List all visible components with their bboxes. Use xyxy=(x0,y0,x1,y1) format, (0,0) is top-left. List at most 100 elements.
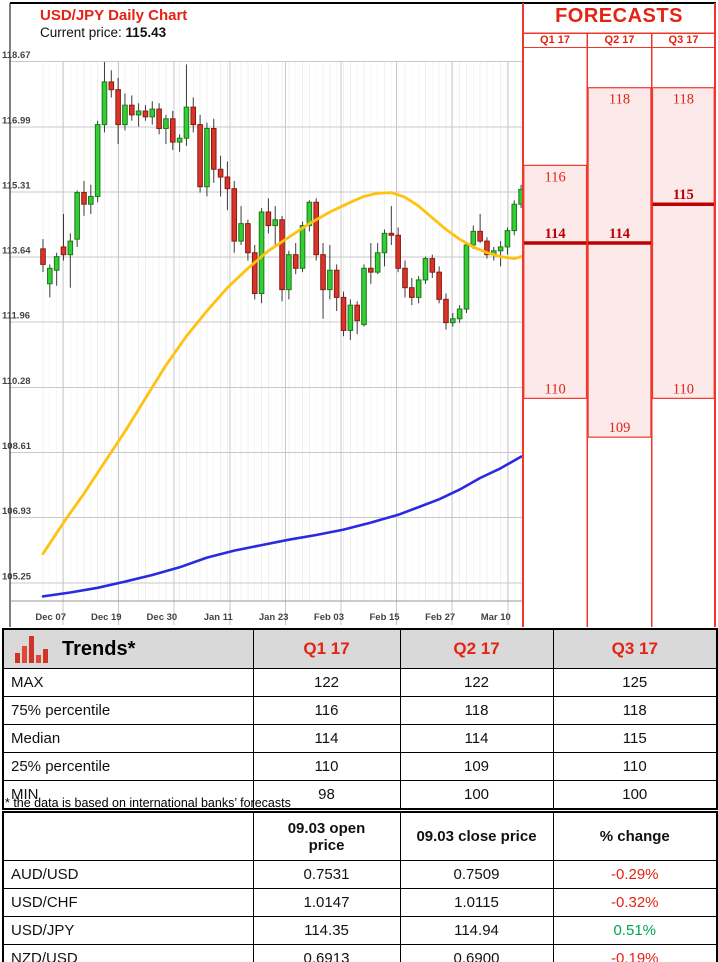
pair-row-audusd: AUD/USD 0.7531 0.7509 -0.29% xyxy=(2,860,718,889)
candle-up xyxy=(374,252,381,273)
candle-down xyxy=(217,168,224,178)
y-tick-label: 118.67 xyxy=(2,50,31,61)
y-tick-label: 110.28 xyxy=(2,376,31,387)
candle-up xyxy=(101,81,108,126)
y-tick-label: 105.25 xyxy=(2,571,32,582)
forecast-q75-label: 118 xyxy=(609,92,630,108)
x-tick-label: Jan 11 xyxy=(204,612,234,623)
candle-down xyxy=(251,252,258,295)
x-tick-label: Feb 27 xyxy=(425,612,455,623)
trends-header-row: Trends* Q1 17 Q2 17 Q3 17 xyxy=(2,628,718,669)
panel-lines xyxy=(522,3,716,627)
row-label: 25% percentile xyxy=(2,752,254,781)
candle-down xyxy=(245,223,251,254)
trends-row-median: Median 114 114 115 xyxy=(2,724,718,753)
cell-value: 110 xyxy=(252,752,401,781)
candle-up xyxy=(511,203,518,232)
candle-down xyxy=(340,296,347,331)
forecast-median-label: 115 xyxy=(673,187,694,203)
cell-value: 115 xyxy=(552,724,718,753)
candle-down xyxy=(484,240,490,256)
candle-up xyxy=(497,246,504,252)
candle-down xyxy=(368,267,374,273)
candle-up xyxy=(361,267,367,326)
forecasts-panel-title: FORECASTS xyxy=(555,5,683,27)
candle-up xyxy=(306,201,313,227)
current-price-value: 115.43 xyxy=(125,25,167,40)
candle-down xyxy=(388,232,395,236)
candle-down xyxy=(333,269,340,298)
forecast-header-q3: Q3 17 xyxy=(668,34,699,46)
x-tick-label: Mar 10 xyxy=(481,612,511,623)
trends-title: Trends* xyxy=(62,637,136,660)
forecast-q25-label: 109 xyxy=(609,420,631,436)
pair-label: AUD/USD xyxy=(2,860,254,889)
trends-row-max: MAX 122 122 125 xyxy=(2,668,718,697)
cell-value: 114 xyxy=(252,724,401,753)
candle-up xyxy=(122,104,128,126)
current-price: Current price: 115.43 xyxy=(40,25,166,40)
pair-label: NZD/USD xyxy=(2,944,254,962)
close-price: 0.7509 xyxy=(399,860,554,889)
candle-down xyxy=(128,104,135,116)
y-tick-label: 111.96 xyxy=(2,311,30,322)
row-label: MIN xyxy=(2,780,254,810)
candle-up xyxy=(47,267,53,285)
pairs-col-open: 09.03 open price xyxy=(252,811,401,861)
candle-up xyxy=(67,240,74,256)
pair-label: USD/JPY xyxy=(2,916,254,945)
candle-up xyxy=(135,110,142,116)
trends-row-min: MIN 98 100 100 xyxy=(2,780,718,810)
x-tick-label: Dec 30 xyxy=(147,612,178,623)
candle-down xyxy=(354,304,360,322)
x-axis-labels: Dec 07 Dec 19 Dec 30 Jan 11 Jan 23 Feb 03 Feb … xyxy=(35,612,510,623)
pairs-col-change: % change xyxy=(552,811,718,861)
close-price: 114.94 xyxy=(399,916,554,945)
candle-down xyxy=(108,81,115,91)
candle-up xyxy=(238,223,244,242)
y-tick-label: 108.61 xyxy=(2,441,32,452)
candle-down xyxy=(60,246,67,256)
pairs-header-row: 09.03 open price 09.03 close price % cha… xyxy=(2,811,718,861)
candle-up xyxy=(286,254,292,291)
candle-up xyxy=(88,195,94,205)
trends-col-q2: Q2 17 xyxy=(399,628,554,669)
pair-row-usdchf: USD/CHF 1.0147 1.0115 -0.32% xyxy=(2,888,718,917)
chart-frame xyxy=(9,2,716,627)
bar-chart-icon xyxy=(15,635,48,663)
candle-down xyxy=(402,267,408,289)
forecast-box-2 xyxy=(587,87,652,438)
x-tick-label: Dec 19 xyxy=(91,612,122,623)
candle-up xyxy=(463,244,470,310)
x-tick-label: Feb 15 xyxy=(369,612,400,623)
candle-down xyxy=(81,192,87,205)
candle-down xyxy=(313,201,319,256)
trends-table: Trends* Q1 17 Q2 17 Q3 17 MAX 122 122 12… xyxy=(2,628,718,810)
y-axis-labels: 118.67 116.99 115.31 113.64 111.96 110.28 108.… xyxy=(2,50,32,582)
trends-col-q1: Q1 17 xyxy=(252,628,401,669)
candle-down xyxy=(115,89,121,126)
candle-down xyxy=(429,258,436,273)
cell-value: 98 xyxy=(252,780,401,810)
candle-up xyxy=(504,230,511,248)
pct-change: 0.51% xyxy=(552,916,718,945)
forecast-q25-label: 110 xyxy=(673,381,694,397)
candle-up xyxy=(347,304,354,331)
cell-value: 125 xyxy=(552,668,718,697)
pct-change: -0.32% xyxy=(552,888,718,917)
current-price-label: Current price: xyxy=(40,25,122,40)
cell-value: 122 xyxy=(252,668,401,697)
cell-value: 110 xyxy=(552,752,718,781)
cell-value: 118 xyxy=(552,696,718,725)
y-tick-label: 116.99 xyxy=(2,115,31,126)
cell-value: 116 xyxy=(252,696,401,725)
candle-up xyxy=(149,108,156,118)
usdjpy-candlestick-chart: 118.67 116.99 115.31 113.64 111.96 110.28 108.… xyxy=(2,2,716,627)
pairs-col-close: 09.03 close price xyxy=(399,811,554,861)
pct-change: -0.19% xyxy=(552,944,718,962)
y-tick-label: 115.31 xyxy=(2,181,31,192)
candle-down xyxy=(279,219,285,291)
trends-title-cell: Trends* xyxy=(2,628,254,669)
forecast-median-label: 114 xyxy=(545,226,566,242)
